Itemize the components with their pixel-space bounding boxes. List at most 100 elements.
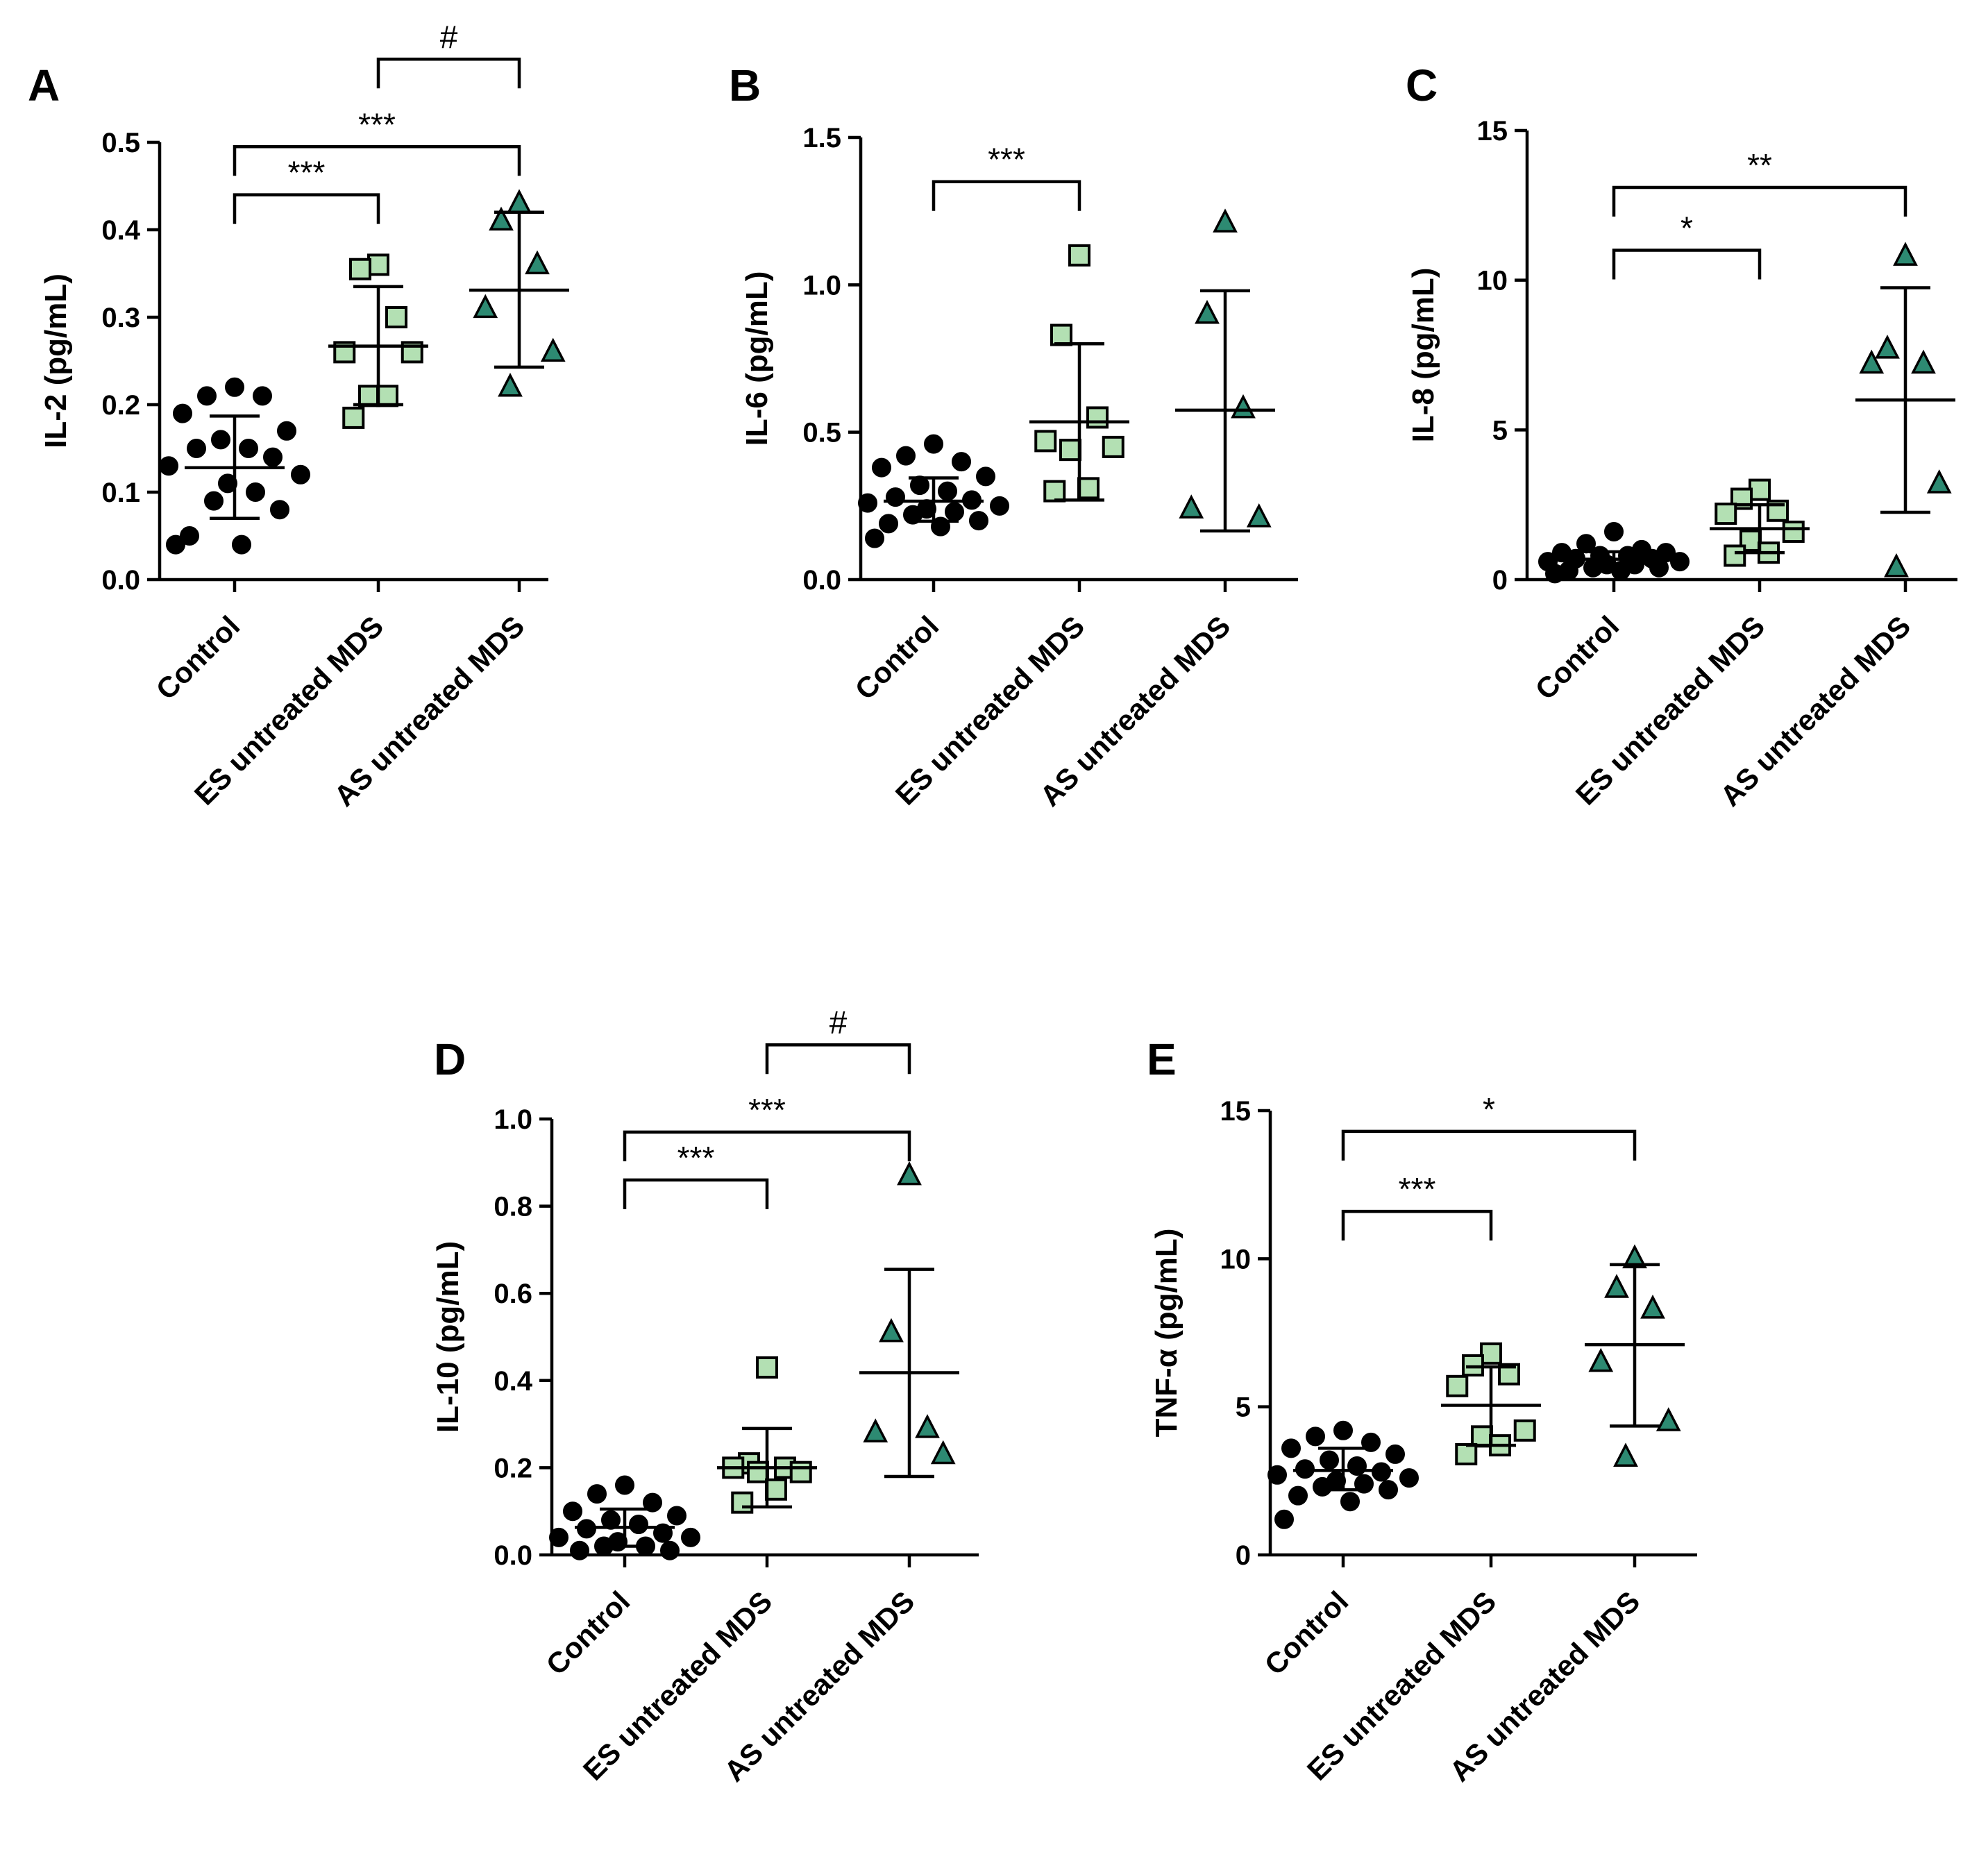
data-point — [897, 1161, 922, 1186]
significance-label: *** — [288, 155, 326, 191]
y-tick-label: 0.5 — [101, 128, 140, 158]
data-point — [166, 534, 185, 555]
category-label: Control — [540, 1585, 637, 1681]
data-point — [1715, 503, 1737, 525]
data-point — [1246, 503, 1272, 528]
category-label: Control — [150, 609, 246, 706]
series-es-untreated-mds — [1710, 478, 1810, 567]
data-point — [731, 1491, 754, 1514]
data-point — [291, 464, 310, 485]
y-tick-label: 0.6 — [494, 1279, 532, 1309]
series-control — [549, 1475, 700, 1560]
data-point — [1043, 480, 1066, 503]
significance-label: *** — [748, 1092, 786, 1128]
series-as-untreated-mds — [469, 189, 569, 397]
data-point — [1231, 394, 1256, 419]
series-es-untreated-mds — [328, 253, 428, 429]
data-point — [667, 1506, 686, 1526]
y-tick-label: 0 — [1236, 1540, 1251, 1571]
data-point — [1782, 520, 1805, 543]
data-point — [367, 253, 389, 276]
data-point — [270, 500, 289, 520]
data-point — [376, 385, 398, 407]
y-tick-label: 0.4 — [494, 1366, 532, 1397]
data-point — [225, 377, 244, 397]
data-point — [1399, 1468, 1419, 1488]
data-point — [1640, 1295, 1665, 1319]
data-point — [1320, 1450, 1339, 1470]
data-point — [1213, 208, 1238, 233]
y-tick-label: 10 — [1477, 266, 1508, 296]
data-point — [342, 406, 365, 429]
data-point — [1604, 521, 1624, 541]
data-point — [747, 1460, 769, 1483]
data-point — [789, 1460, 812, 1483]
data-point — [969, 511, 988, 531]
series-as-untreated-mds — [1175, 208, 1275, 533]
significance-label: * — [1680, 210, 1693, 246]
data-point — [549, 1527, 568, 1547]
data-point — [1195, 299, 1220, 324]
data-point — [1077, 477, 1100, 500]
data-point — [863, 1418, 888, 1442]
data-point — [525, 250, 550, 275]
data-point — [872, 457, 891, 478]
significance-label: ** — [1747, 147, 1772, 183]
data-point — [952, 452, 971, 472]
y-axis-label: IL-6 (pg/mL) — [740, 271, 774, 446]
data-point — [1102, 435, 1124, 458]
y-axis-label: IL-8 (pg/mL) — [1406, 268, 1440, 443]
series-as-untreated-mds — [859, 1161, 959, 1479]
y-tick-label: 0.5 — [802, 418, 841, 448]
category-label: Control — [1258, 1585, 1355, 1681]
series-control — [1267, 1420, 1419, 1529]
data-point — [1513, 1419, 1536, 1442]
data-point — [1588, 1347, 1614, 1372]
data-point — [197, 386, 217, 406]
y-tick-label: 0.0 — [101, 565, 140, 596]
data-point — [204, 491, 224, 511]
panel-letter: A — [28, 60, 60, 110]
significance-bracket — [623, 1178, 769, 1209]
significance-label: # — [829, 1004, 848, 1041]
data-point — [938, 481, 957, 501]
y-tick-label: 1.0 — [494, 1104, 532, 1135]
series-es-untreated-mds — [1029, 244, 1129, 503]
significance-label: *** — [1399, 1171, 1436, 1207]
data-point — [1911, 349, 1936, 374]
data-point — [385, 306, 407, 328]
data-point — [1749, 478, 1771, 501]
data-point — [253, 386, 272, 406]
category-label: Control — [849, 609, 945, 706]
significance-bracket — [233, 145, 521, 176]
data-point — [1613, 1442, 1638, 1467]
data-point — [1455, 1442, 1478, 1465]
data-point — [629, 1515, 648, 1535]
y-axis-label: IL-2 (pg/mL) — [39, 273, 73, 448]
data-point — [765, 1478, 787, 1501]
data-point — [473, 294, 498, 319]
data-point — [756, 1356, 778, 1379]
y-tick-label: 1.0 — [802, 270, 841, 301]
y-tick-label: 5 — [1492, 415, 1508, 446]
data-point — [218, 473, 237, 494]
data-point — [1288, 1485, 1308, 1506]
data-point — [563, 1501, 582, 1522]
data-point — [540, 337, 566, 362]
data-point — [159, 456, 178, 476]
y-tick-label: 15 — [1477, 116, 1508, 146]
data-point — [915, 1414, 940, 1438]
data-point — [211, 430, 230, 450]
significance-bracket — [1341, 1209, 1493, 1241]
data-point — [910, 475, 929, 496]
data-point — [660, 1540, 680, 1560]
series-control — [159, 377, 310, 555]
y-tick-label: 0.0 — [802, 565, 841, 596]
data-point — [976, 466, 995, 487]
y-tick-label: 0.4 — [101, 215, 140, 246]
data-point — [879, 514, 898, 534]
data-point — [1347, 1456, 1367, 1476]
